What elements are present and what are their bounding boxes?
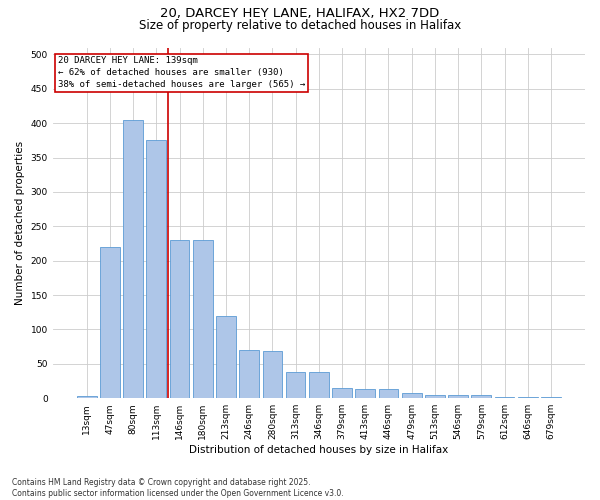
- Bar: [355, 390, 375, 398]
- Bar: [123, 120, 143, 398]
- Bar: [448, 395, 468, 398]
- Bar: [309, 372, 329, 398]
- Bar: [193, 240, 212, 398]
- Bar: [216, 316, 236, 398]
- Bar: [100, 247, 120, 398]
- Text: Contains HM Land Registry data © Crown copyright and database right 2025.
Contai: Contains HM Land Registry data © Crown c…: [12, 478, 344, 498]
- Text: 20, DARCEY HEY LANE, HALIFAX, HX2 7DD: 20, DARCEY HEY LANE, HALIFAX, HX2 7DD: [160, 8, 440, 20]
- Bar: [472, 395, 491, 398]
- Bar: [286, 372, 305, 398]
- Bar: [494, 397, 514, 398]
- Bar: [402, 394, 422, 398]
- Y-axis label: Number of detached properties: Number of detached properties: [15, 141, 25, 305]
- Text: Size of property relative to detached houses in Halifax: Size of property relative to detached ho…: [139, 19, 461, 32]
- Bar: [77, 396, 97, 398]
- Bar: [170, 240, 190, 398]
- Text: 20 DARCEY HEY LANE: 139sqm
← 62% of detached houses are smaller (930)
38% of sem: 20 DARCEY HEY LANE: 139sqm ← 62% of deta…: [58, 56, 305, 89]
- Bar: [425, 395, 445, 398]
- Bar: [379, 390, 398, 398]
- X-axis label: Distribution of detached houses by size in Halifax: Distribution of detached houses by size …: [189, 445, 448, 455]
- Bar: [146, 140, 166, 398]
- Bar: [263, 352, 282, 398]
- Bar: [518, 397, 538, 398]
- Bar: [332, 388, 352, 398]
- Bar: [239, 350, 259, 398]
- Bar: [541, 397, 561, 398]
